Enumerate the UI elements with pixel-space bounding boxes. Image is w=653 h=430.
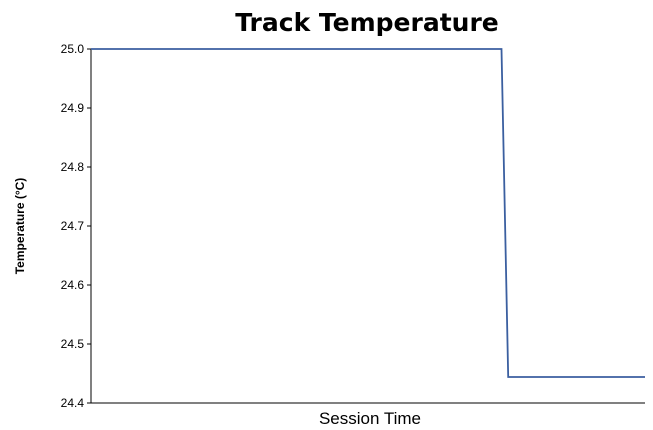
y-ticks: 24.4 24.5 24.6 24.7 24.8 24.9 25.0: [61, 42, 91, 410]
y-tick-label: 24.4: [61, 396, 85, 410]
y-axis-label: Temperature (°C): [13, 178, 27, 275]
chart-title: Track Temperature: [235, 8, 498, 37]
series-group: [91, 48, 645, 378]
x-axis-label: Session Time: [319, 409, 421, 428]
temperature-series-line: [91, 48, 645, 378]
y-tick-label: 24.8: [61, 160, 85, 174]
y-tick-label: 24.7: [61, 219, 85, 233]
y-tick-label: 25.0: [61, 42, 85, 56]
y-tick-label: 24.5: [61, 337, 85, 351]
y-tick-label: 24.9: [61, 101, 85, 115]
y-tick-label: 24.6: [61, 278, 85, 292]
